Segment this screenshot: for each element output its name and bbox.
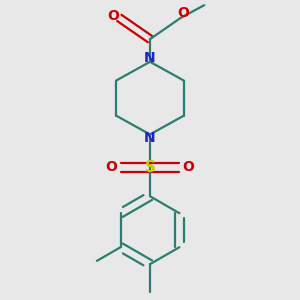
Text: O: O bbox=[183, 160, 195, 175]
Text: N: N bbox=[144, 52, 156, 65]
Text: N: N bbox=[144, 131, 156, 145]
Text: S: S bbox=[145, 160, 155, 175]
Text: O: O bbox=[105, 160, 117, 175]
Text: O: O bbox=[177, 6, 189, 20]
Text: O: O bbox=[107, 8, 119, 22]
